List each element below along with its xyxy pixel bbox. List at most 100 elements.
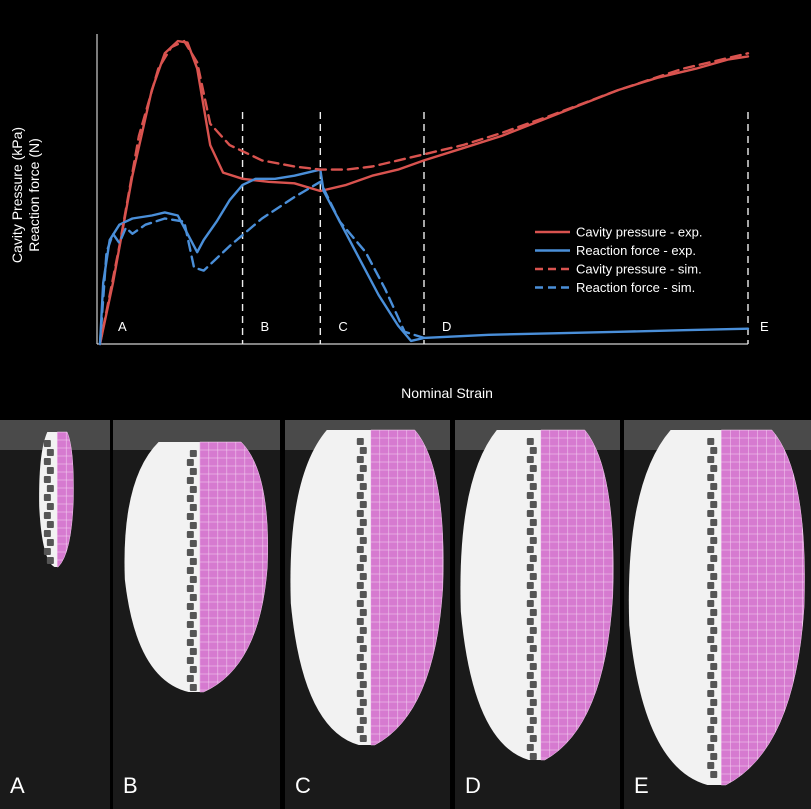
- series-line: [98, 39, 750, 346]
- particle: [43, 440, 51, 447]
- particle: [189, 576, 197, 583]
- particle: [526, 528, 534, 535]
- particle: [359, 609, 367, 616]
- panel-figure: [455, 420, 620, 761]
- panel-label: E: [634, 773, 649, 798]
- panel-figure: [113, 420, 280, 693]
- particle: [43, 530, 51, 537]
- particle: [359, 465, 367, 472]
- particle: [529, 735, 537, 742]
- particle: [46, 449, 54, 456]
- particle: [710, 537, 718, 544]
- particle: [356, 510, 364, 517]
- particle: [707, 492, 715, 499]
- particle: [526, 726, 534, 733]
- phase-label: C: [338, 319, 347, 334]
- particle: [526, 438, 534, 445]
- legend-entry: Reaction force - exp.: [576, 243, 696, 258]
- particle: [707, 726, 715, 733]
- particle: [707, 564, 715, 571]
- particle: [529, 645, 537, 652]
- particle: [186, 567, 194, 574]
- particle: [710, 501, 718, 508]
- particle: [356, 726, 364, 733]
- particle: [710, 771, 718, 778]
- particle: [529, 717, 537, 724]
- particle: [526, 618, 534, 625]
- particle: [526, 546, 534, 553]
- particle: [526, 474, 534, 481]
- particle: [356, 582, 364, 589]
- particle: [186, 459, 194, 466]
- particle: [710, 519, 718, 526]
- particle: [710, 609, 718, 616]
- particle: [46, 503, 54, 510]
- particle: [359, 447, 367, 454]
- particle: [529, 699, 537, 706]
- photo-half: [290, 430, 371, 745]
- particle: [529, 609, 537, 616]
- particle: [529, 591, 537, 598]
- particle: [707, 582, 715, 589]
- particle: [710, 465, 718, 472]
- particle: [529, 681, 537, 688]
- particle: [526, 510, 534, 517]
- particle: [529, 753, 537, 760]
- particle: [529, 627, 537, 634]
- x-axis-label: Nominal Strain: [401, 385, 493, 401]
- panel-figure: [624, 420, 811, 786]
- legend: Cavity pressure - exp. Reaction force - e…: [535, 225, 702, 295]
- legend-entry: Cavity pressure - sim.: [576, 262, 702, 277]
- series-line: [98, 180, 426, 346]
- particle: [707, 744, 715, 751]
- particle: [707, 528, 715, 535]
- particle: [359, 501, 367, 508]
- particle: [46, 539, 54, 546]
- y-axis-label-line2: Reaction force (N): [26, 138, 42, 252]
- particle: [356, 564, 364, 571]
- particle: [43, 458, 51, 465]
- particle: [186, 585, 194, 592]
- particle: [359, 627, 367, 634]
- particle: [710, 645, 718, 652]
- particle: [189, 630, 197, 637]
- particle: [710, 555, 718, 562]
- particle: [707, 600, 715, 607]
- panel-label: B: [123, 773, 138, 798]
- panel-c: C: [285, 420, 450, 809]
- particle: [707, 636, 715, 643]
- mesh-grid: [721, 430, 805, 785]
- particle: [526, 492, 534, 499]
- particle: [359, 537, 367, 544]
- photo-half: [628, 430, 722, 785]
- particle: [189, 612, 197, 619]
- particle: [356, 618, 364, 625]
- particle: [710, 699, 718, 706]
- particle: [189, 486, 197, 493]
- chart-axes: [96, 34, 748, 345]
- particle: [189, 648, 197, 655]
- particle: [189, 666, 197, 673]
- particle: [186, 513, 194, 520]
- particle: [359, 699, 367, 706]
- particle: [529, 573, 537, 580]
- particle: [186, 603, 194, 610]
- simulation-panels: A B C D E: [0, 420, 811, 809]
- legend-entry: Cavity pressure - exp.: [576, 225, 702, 240]
- particle: [189, 594, 197, 601]
- particle: [356, 528, 364, 535]
- particle: [43, 512, 51, 519]
- particle: [526, 600, 534, 607]
- particle: [359, 483, 367, 490]
- particle: [356, 600, 364, 607]
- particle: [710, 717, 718, 724]
- particle: [707, 690, 715, 697]
- particle: [710, 735, 718, 742]
- particle: [526, 744, 534, 751]
- panel-b: B: [113, 420, 280, 809]
- phase-label: B: [261, 319, 270, 334]
- panel-e: E: [624, 420, 811, 809]
- particle: [707, 618, 715, 625]
- particle: [356, 492, 364, 499]
- panel-label: C: [295, 773, 311, 798]
